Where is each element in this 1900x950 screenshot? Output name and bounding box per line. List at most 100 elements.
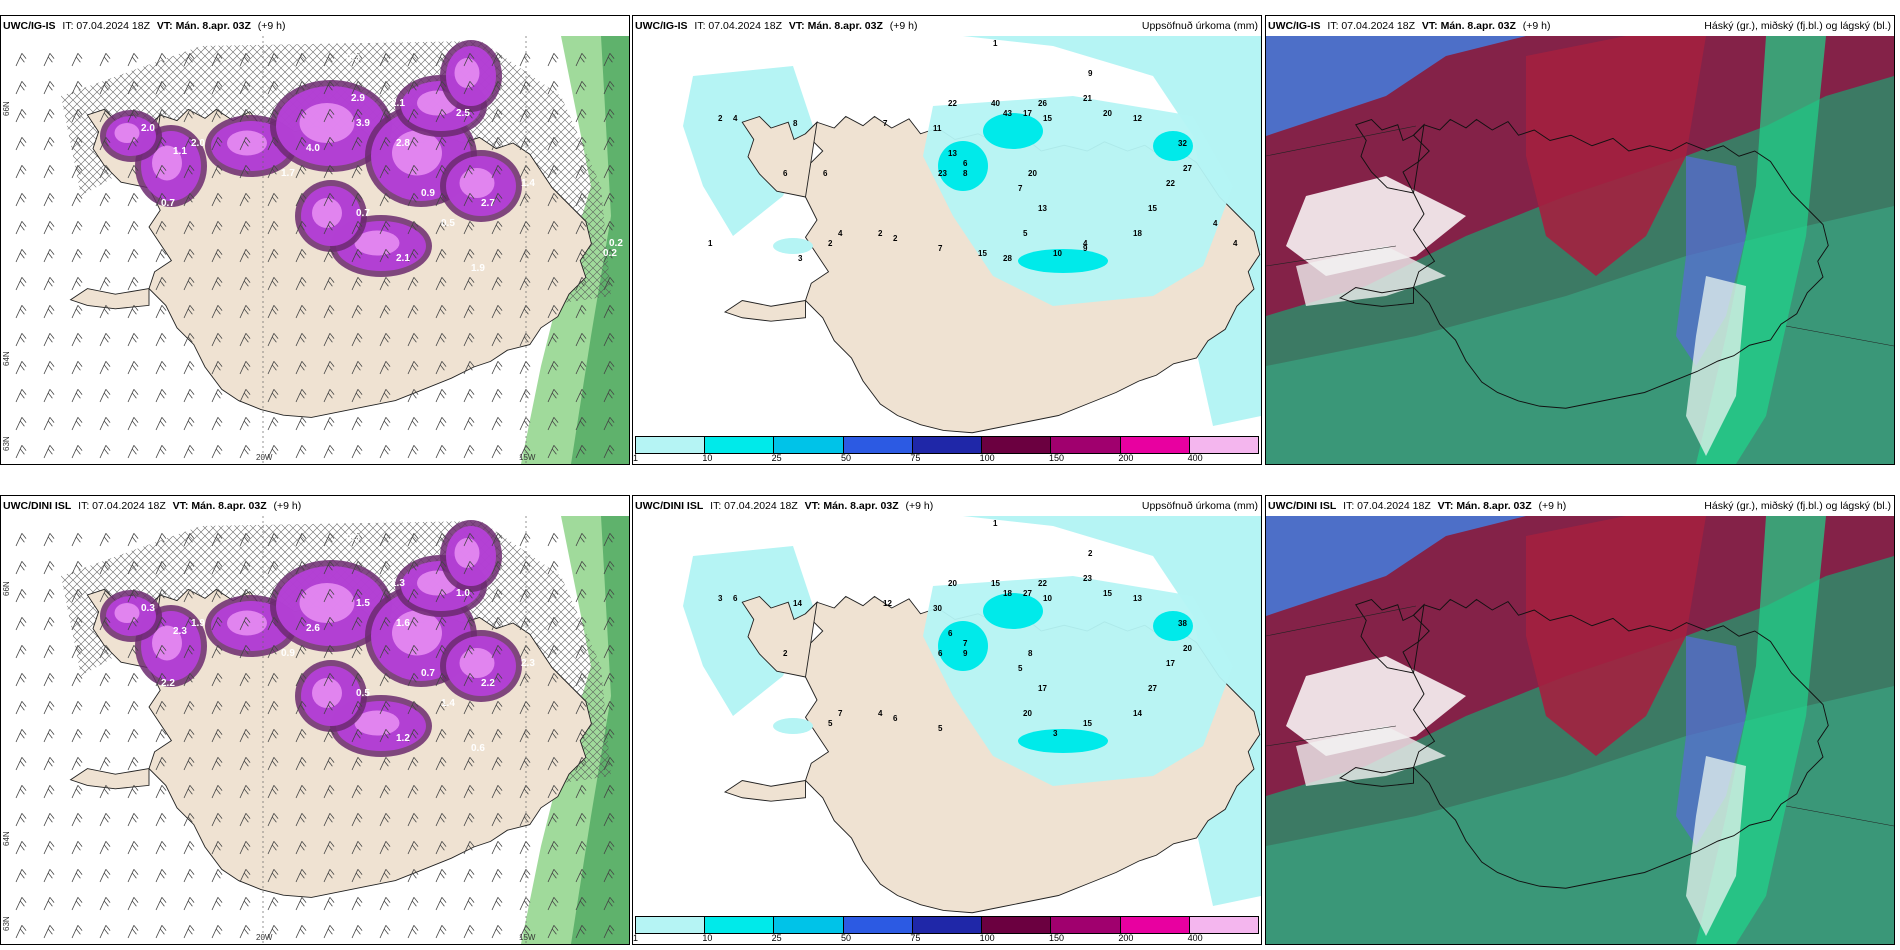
valid-time: Mán. 8.apr. 03Z (175, 20, 251, 32)
precip-value-label: 20 (1028, 169, 1037, 178)
precip-value-label: 22 (948, 99, 957, 108)
precip-value-label: 4 (1213, 219, 1218, 228)
precip-value-label: 4 (878, 709, 883, 718)
value-label: 1.4 (441, 698, 455, 709)
panel-header: UWC/DINI ISL IT: 07.04.2024 18Z VT: Mán.… (633, 496, 1261, 516)
colorbar-swatch (636, 917, 706, 933)
value-label: 0.2 (609, 238, 623, 249)
lead-time: (+9 h) (889, 20, 918, 32)
colorbar-tick-label: 400 (1187, 453, 1203, 463)
panel-header: UWC/DINI ISL IT: 07.04.2024 18Z VT: Mán.… (1, 496, 629, 516)
colorbar-swatch (1189, 437, 1258, 453)
model-name: UWC/DINI ISL (3, 500, 72, 512)
cloud-map (1266, 36, 1894, 464)
precip-value-label: 6 (948, 629, 953, 638)
value-label: 0.9 (281, 648, 295, 659)
panel-cloud-igis: UWC/IG-IS IT: 07.04.2024 18Z VT: Mán. 8.… (1265, 15, 1895, 465)
wind-map: 0.3 0.3 1.3 2.3 2.2 1.5 1.6 1.0 2.6 0.9 2.2 1.9 0.7 1… (1, 516, 629, 944)
field-title: Háský (gr.), miðský (fj.bl.) og lágský (… (1704, 20, 1891, 32)
value-label: 2.6 (306, 623, 320, 634)
precip-value-label: 17 (1038, 684, 1047, 693)
precip-value-label: 15 (991, 579, 1000, 588)
value-label: 0.2 (603, 248, 617, 259)
precip-value-label: 13 (1133, 594, 1142, 603)
colorbar-swatch (705, 437, 775, 453)
value-label: 1.0 (456, 588, 470, 599)
panel-header: UWC/IG-IS IT: 07.04.2024 18Z VT: Mán. 8.… (1, 16, 629, 36)
colorbar-swatch (774, 917, 844, 933)
panel-cloud-dini: UWC/DINI ISL IT: 07.04.2024 18Z VT: Mán.… (1265, 495, 1895, 945)
colorbar-tick-label: 150 (1049, 453, 1065, 463)
precip-value-label: 7 (883, 119, 888, 128)
colorbar-tick-label: 100 (979, 933, 995, 943)
model-name: UWC/IG-IS (1268, 20, 1321, 32)
precip-value-label: 27 (1183, 164, 1192, 173)
colorbar-swatch (636, 437, 706, 453)
precip-value-label: 5 (938, 724, 943, 733)
model-name: UWC/IG-IS (635, 20, 688, 32)
colorbar-tick-label: 75 (910, 453, 921, 463)
precip-value-label: 23 (1083, 574, 1092, 583)
precip-value-label: 5 (1023, 229, 1028, 238)
colorbar-tick-label: 400 (1187, 933, 1203, 943)
precip-value-label: 15 (978, 249, 987, 258)
colorbar-swatch (1051, 917, 1121, 933)
precip-value-label: 5 (1018, 664, 1023, 673)
precip-value-label: 3 (718, 594, 723, 603)
valid-time-key: VT: (1421, 20, 1438, 32)
precip-value-label: 40 (991, 99, 1000, 108)
precip-value-label: 8 (963, 169, 968, 178)
precip-value-label: 17 (1023, 109, 1032, 118)
lat-label: 64N (2, 831, 11, 846)
lead-time: (+9 h) (905, 500, 934, 512)
colorbar: 1 10 25 50 75 100 150 200 400 (633, 916, 1261, 944)
precip-value-label: 17 (1166, 659, 1175, 668)
value-label: 0.7 (421, 668, 435, 679)
init-time: IT: 07.04.2024 18Z (694, 20, 782, 32)
colorbar-swatch (1120, 917, 1190, 933)
colorbar-tick-label: 25 (771, 453, 782, 463)
precip-value-label: 20 (948, 579, 957, 588)
init-time: IT: 07.04.2024 18Z (62, 20, 150, 32)
precip-value-label: 2 (878, 229, 883, 238)
precip-value-label: 4 (838, 229, 843, 238)
lon-label: 15W (519, 933, 536, 942)
panel-precip-igis: UWC/IG-IS IT: 07.04.2024 18Z VT: Mán. 8.… (632, 15, 1262, 465)
precip-value-label: 4 (1083, 239, 1088, 248)
value-label: 0.5 (356, 688, 370, 699)
precip-value-label: 26 (1038, 99, 1047, 108)
value-label: 0.3 (141, 603, 155, 614)
value-label: 0.5 (441, 218, 455, 229)
field-title: Háský (gr.), miðský (fj.bl.) og lágský (… (1704, 500, 1891, 512)
precip-value-label: 1 (993, 39, 998, 48)
precip-value-label: 6 (938, 649, 943, 658)
value-label: 1.6 (396, 618, 410, 629)
precip-value-label: 43 (1003, 109, 1012, 118)
value-label: 2.1 (391, 98, 405, 109)
value-label: 2.1 (396, 253, 410, 264)
lead-time: (+9 h) (1538, 500, 1567, 512)
precip-value-label: 38 (1178, 619, 1187, 628)
precip-value-label: 7 (963, 639, 968, 648)
value-label: 0.7 (356, 208, 370, 219)
precip-value-label: 4 (733, 114, 738, 123)
colorbar-tick-label: 1 (633, 933, 639, 943)
colorbar-tick-label: 200 (1118, 933, 1134, 943)
lon-label: 15W (519, 453, 536, 462)
colorbar-tick-label: 75 (910, 933, 921, 943)
colorbar-swatch (912, 917, 983, 933)
value-label: 1.4 (521, 178, 535, 189)
colorbar-tick-label: 50 (841, 933, 852, 943)
precip-value-label: 15 (1083, 719, 1092, 728)
panel-header: UWC/DINI ISL IT: 07.04.2024 18Z VT: Mán.… (1266, 496, 1894, 516)
precip-value-label: 13 (1038, 204, 1047, 213)
valid-time: Mán. 8.apr. 03Z (823, 500, 899, 512)
precip-value-label: 20 (1183, 644, 1192, 653)
lon-label: 20W (256, 453, 273, 462)
value-label: 1.9 (191, 618, 205, 629)
precip-value-label: 23 (938, 169, 947, 178)
precip-value-label: 12 (1133, 114, 1142, 123)
colorbar-tick-label: 1 (633, 453, 639, 463)
colorbar-swatch (1051, 437, 1121, 453)
